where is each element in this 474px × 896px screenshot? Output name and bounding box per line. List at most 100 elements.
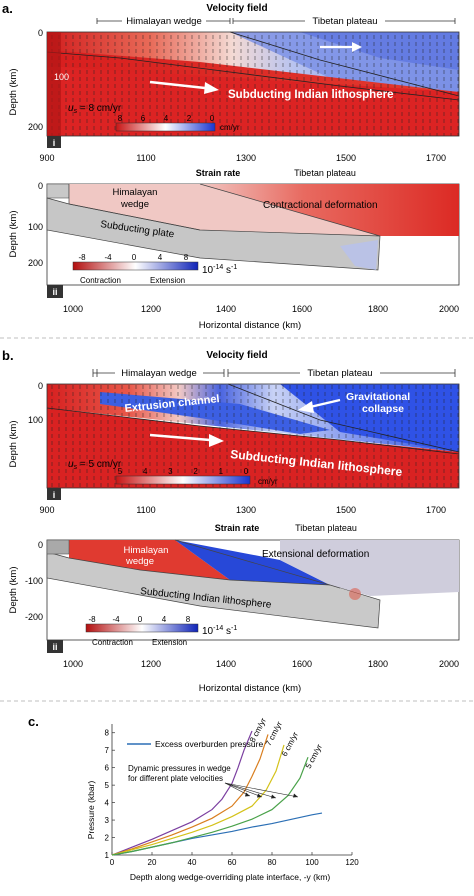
a-strain-cbar-tick-1: -4 — [104, 253, 112, 262]
svg-text:1800: 1800 — [368, 659, 388, 669]
panel-a-velocity-title: Velocity field — [206, 3, 267, 14]
series-line-1 — [111, 730, 253, 856]
panel-b-badge-i: i — [53, 490, 56, 500]
panel-a-contraction: Contraction — [80, 276, 121, 285]
annotation-arrowhead-3 — [293, 793, 298, 798]
y-tick-label: 8 — [105, 729, 110, 738]
y-tick-label: 5 — [105, 781, 110, 790]
svg-text:1400: 1400 — [216, 304, 236, 314]
panel-a-velocity-colorbar — [115, 122, 216, 132]
panel-b-collapse-1: Gravitational — [346, 391, 410, 403]
b-vel-cbar-tick-4: 1 — [219, 467, 224, 476]
panel-b-strain-xticks: 1000 1200 1400 1600 1800 2000 — [63, 659, 459, 669]
svg-text:1500: 1500 — [336, 153, 356, 163]
panel-a-colorbar-unit: cm/yr — [220, 123, 240, 132]
x-tick-label: 40 — [188, 858, 197, 867]
panel-a-velocity-xticks: 900 1100 1300 1500 1700 — [39, 153, 446, 163]
a-vel-cbar-tick-1: 6 — [141, 114, 146, 123]
panel-b-badge-ii: ii — [52, 642, 57, 652]
legend-excess-label: Excess overburden pressure — [155, 739, 263, 749]
b-strain-cbar-tick-4: 8 — [186, 615, 191, 624]
x-tick-label: 80 — [268, 858, 277, 867]
svg-text:1800: 1800 — [368, 304, 388, 314]
panel-a-ytick-0: 0 — [38, 28, 43, 38]
b-vel-cbar-tick-0: 5 — [118, 467, 123, 476]
panel-a-strain-plot: Himalayan wedge Contractional deformatio… — [46, 183, 460, 298]
panel-a-strain-unit: 10-14 s-1 — [202, 264, 237, 276]
svg-text:1600: 1600 — [292, 304, 312, 314]
annotation-arrowhead-0 — [245, 792, 250, 797]
series-line-3 — [111, 744, 285, 856]
panel-b-velocity-xticks: 900 1100 1300 1500 1700 — [39, 505, 446, 515]
pressure-legend: Excess overburden pressure — [127, 739, 263, 749]
annotation-line-1: Dynamic pressures in wedge — [128, 764, 231, 773]
annotation-arrowhead-2 — [271, 794, 276, 799]
svg-text:1500: 1500 — [336, 505, 356, 515]
panel-a-velocity-ylabel: Depth (km) — [8, 69, 19, 116]
panel-b-letter: b. — [2, 348, 14, 363]
svg-text:2000: 2000 — [439, 304, 459, 314]
panel-b-strain-colorbar-ticks: -8 -4 0 4 8 — [88, 615, 190, 624]
panel-b-velocity-colorbar — [115, 475, 251, 485]
svg-text:1300: 1300 — [236, 505, 256, 515]
series-label-3: 6 cm/yr — [280, 730, 300, 758]
y-tick-label: 2 — [105, 834, 110, 843]
svg-text:1200: 1200 — [141, 304, 161, 314]
b-strain-cbar-tick-2: 0 — [138, 615, 143, 624]
panel-a-extension: Extension — [150, 276, 185, 285]
annotation-arrow-1 — [224, 782, 263, 798]
panel-a-strain-ytick-100: 100 — [28, 222, 43, 232]
annotation-arrowhead-1 — [257, 793, 262, 798]
panel-b-contraction: Contraction — [92, 638, 133, 647]
annotation-arrow-2 — [224, 782, 277, 799]
annotation-arrow-3 — [224, 782, 299, 798]
a-strain-cbar-tick-4: 8 — [184, 253, 189, 262]
panel-a-slab-label: Subducting Indian lithosphere — [228, 89, 393, 101]
x-tick-label: 20 — [148, 858, 157, 867]
svg-text:900: 900 — [39, 153, 54, 163]
series-line-2 — [111, 734, 269, 856]
panel-a-badge-ii: ii — [52, 287, 57, 297]
svg-text:1700: 1700 — [426, 505, 446, 515]
x-tick-label: 100 — [305, 858, 319, 867]
panel-a-strain-ytick-0: 0 — [38, 181, 43, 191]
svg-text:1400: 1400 — [216, 659, 236, 669]
panel-a-brackets: Himalayan wedge Tibetan plateau — [96, 14, 456, 27]
panel-c-letter: c. — [28, 714, 39, 729]
svg-text:1100: 1100 — [136, 505, 155, 515]
panel-b-strain-deformation: Extensional deformation — [262, 549, 369, 560]
svg-text:1000: 1000 — [63, 304, 83, 314]
a-strain-cbar-tick-0: -8 — [78, 253, 86, 262]
svg-text:2000: 2000 — [439, 659, 459, 669]
panel-b-ytick-100: 100 — [28, 415, 43, 425]
panel-b-extension: Extension — [152, 638, 187, 647]
panel-a: a. Velocity field Himalayan wedge Tibeta… — [2, 1, 460, 331]
panel-b-strain-ytick-100: -100 — [25, 576, 43, 586]
panel-b-strain-plot: Himalayan wedge Extensional deformation … — [46, 539, 460, 653]
a-strain-cbar-tick-2: 0 — [132, 253, 137, 262]
svg-text:900: 900 — [39, 505, 54, 515]
y-tick-label: 6 — [105, 764, 110, 773]
panel-b-strain-wedge-2: wedge — [125, 556, 154, 567]
panel-b-us-label: us = 5 cm/yr — [68, 459, 122, 471]
b-vel-cbar-tick-1: 4 — [143, 467, 148, 476]
panel-b-bracket-plateau: Tibetan plateau — [307, 368, 372, 379]
b-strain-cbar-tick-1: -4 — [112, 615, 120, 624]
panel-a-strain-xticks: 1000 1200 1400 1600 1800 2000 — [63, 304, 459, 314]
b-vel-cbar-tick-5: 0 — [244, 467, 249, 476]
x-tick-label: 60 — [228, 858, 237, 867]
panel-b-strain-ylabel: Depth (km) — [8, 567, 19, 614]
y-tick-label: 3 — [105, 816, 110, 825]
a-vel-cbar-tick-2: 4 — [164, 114, 169, 123]
panel-b-strain-wedge-1: Himalayan — [124, 545, 169, 556]
panel-b-velocity-plot: Gravitational collapse Extrusion channel… — [46, 383, 460, 500]
panel-a-ytick-200: 200 — [28, 122, 43, 132]
b-vel-cbar-tick-3: 2 — [193, 467, 198, 476]
panel-a-colorbar-ticks: 8 6 4 2 0 — [118, 114, 215, 123]
svg-text:1200: 1200 — [141, 659, 161, 669]
panel-a-badge-i: i — [53, 138, 56, 148]
panel-a-strain-wedge-1: Himalayan — [113, 187, 158, 198]
x-tick-label: 0 — [110, 858, 115, 867]
panel-a-strain-colorbar — [72, 261, 199, 271]
b-vel-cbar-tick-2: 3 — [168, 467, 173, 476]
